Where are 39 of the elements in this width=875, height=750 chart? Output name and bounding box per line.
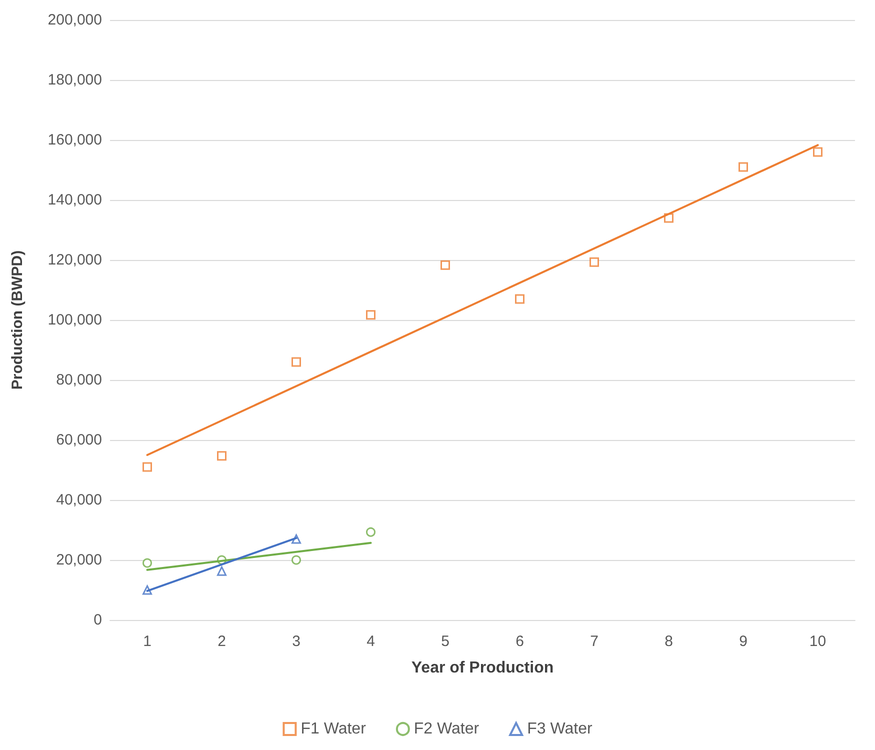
- x-tick-label: 1: [143, 633, 152, 650]
- y-tick-label: 80,000: [56, 372, 102, 388]
- x-tick-label: 8: [664, 633, 673, 650]
- point: [292, 357, 301, 367]
- y-tick-label: 40,000: [56, 492, 102, 508]
- point: [366, 310, 376, 320]
- point: [217, 451, 226, 461]
- y-tick-label: 160,000: [48, 132, 102, 148]
- point: [590, 257, 599, 267]
- x-tick-label: 4: [366, 633, 375, 650]
- y-tick-label: 200,000: [48, 12, 102, 28]
- x-tick-label: 6: [516, 633, 524, 650]
- x-tick-label: 10: [809, 633, 826, 650]
- point: [142, 558, 152, 568]
- point: [366, 527, 376, 537]
- y-tick-label: 0: [94, 612, 102, 628]
- legend-label: F2 Water: [414, 720, 480, 738]
- point: [292, 555, 301, 565]
- legend-label: F3 Water: [527, 720, 593, 738]
- x-tick-label: 7: [590, 633, 598, 650]
- x-tick-label: 3: [292, 633, 300, 650]
- point: [515, 294, 524, 304]
- y-tick-label: 180,000: [48, 72, 102, 88]
- x-axis-title: Year of Production: [411, 660, 554, 676]
- y-tick-label: 20,000: [56, 552, 102, 568]
- point: [440, 260, 450, 270]
- point: [738, 162, 748, 172]
- y-tick-label: 120,000: [48, 252, 102, 268]
- legend-label: F1 Water: [300, 720, 367, 738]
- point: [217, 566, 226, 576]
- x-tick-label: 2: [218, 633, 226, 650]
- point: [813, 147, 822, 157]
- x-tick-label: 9: [739, 633, 748, 650]
- point: [142, 462, 152, 472]
- x-tick-label: 5: [441, 633, 450, 650]
- y-axis-title: Production (BWPD): [9, 250, 26, 390]
- y-tick-label: 100,000: [48, 312, 102, 328]
- y-tick-label: 60,000: [56, 432, 102, 448]
- y-tick-label: 140,000: [48, 192, 102, 208]
